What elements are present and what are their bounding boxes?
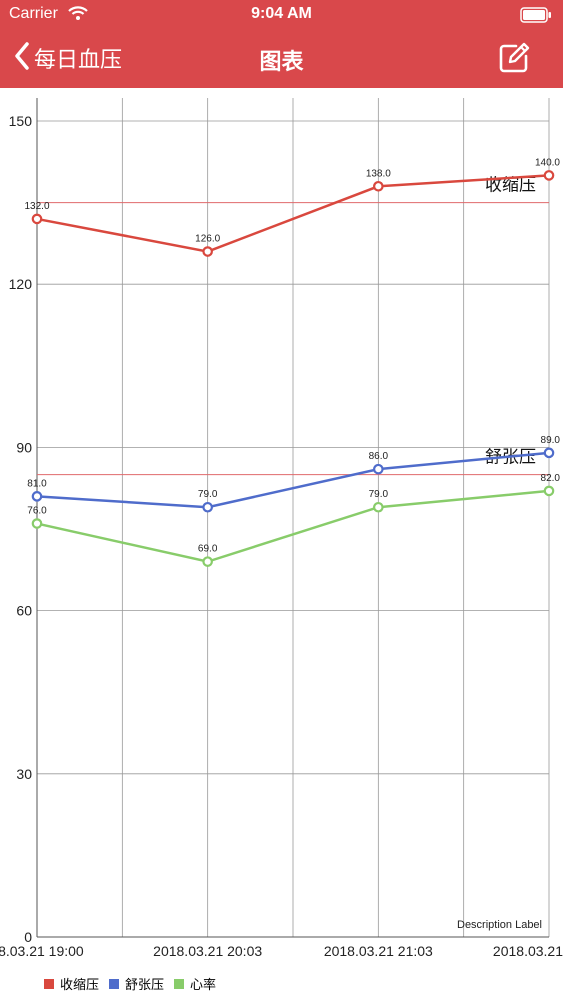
y-tick-label: 0 [24,929,32,945]
series-line [36,489,550,563]
chevron-left-icon [14,41,30,75]
legend-item: 收缩压 [44,974,99,993]
y-tick-label: 120 [9,276,33,292]
legend-label: 收缩压 [60,977,100,992]
data-point [31,518,43,529]
limit-line-label: 收缩压 [485,176,536,196]
legend-label: 心率 [190,977,217,992]
battery-icon [520,7,552,28]
blood-pressure-chart[interactable]: 0 30 60 90 120 150 18.03.21 19:00 2018.03.21 20… [0,88,563,968]
back-button[interactable]: 每日血压 [14,40,122,76]
series-line [36,174,550,253]
navigation-bar: 每日血压 图表 [0,30,563,88]
page-title: 图表 [259,49,304,74]
data-label: 81.0 [27,478,47,489]
x-tick-label: 2018.03.21 21:03 [324,943,433,959]
data-point [373,180,384,192]
chart-description: Description Label [457,919,542,931]
legend-item: 舒张压 [109,974,164,993]
y-tick-label: 90 [16,439,32,455]
edit-icon [496,42,532,80]
chart-legend: 收缩压 舒张压 心率 [44,974,226,993]
data-label: 86.0 [369,451,389,462]
data-label: 79.0 [369,489,389,500]
data-label: 132.0 [24,201,49,212]
data-point [202,246,213,257]
data-label: 140.0 [535,157,560,168]
data-label: 76.0 [27,506,47,517]
data-point [202,501,213,513]
data-point [202,556,213,567]
data-label: 89.0 [541,435,561,446]
data-label: 82.0 [541,473,561,484]
status-time: 9:04 AM [251,5,312,22]
data-point [373,501,384,513]
carrier-label: Carrier [9,5,58,22]
wifi-icon [68,6,88,25]
data-point [31,491,43,502]
data-point [543,447,555,459]
legend-swatch [174,978,185,989]
data-label: 126.0 [195,234,220,245]
y-tick-label: 150 [9,113,33,129]
legend-label: 舒张压 [125,977,165,992]
y-tick-label: 60 [16,603,32,619]
data-point [543,485,555,497]
data-point [543,170,555,181]
app-header: Carrier 9:04 AM 每日血压 图表 [0,0,563,88]
legend-swatch [109,978,120,989]
x-tick-label: 2018.03.21 20:03 [153,943,262,959]
data-label: 138.0 [366,168,391,179]
data-label: 79.0 [198,489,218,500]
data-point [373,463,384,475]
back-label: 每日血压 [34,47,123,72]
x-tick-label: 2018.03.21 [493,943,563,959]
status-bar: Carrier 9:04 AM [0,0,563,30]
data-point [31,213,43,225]
series-line [36,451,550,509]
legend-item: 心率 [174,974,216,993]
edit-button[interactable] [496,40,532,76]
legend-swatch [44,978,54,989]
x-tick-label: 18.03.21 19:00 [0,943,84,959]
data-label: 69.0 [198,544,218,555]
y-tick-label: 30 [16,766,32,782]
